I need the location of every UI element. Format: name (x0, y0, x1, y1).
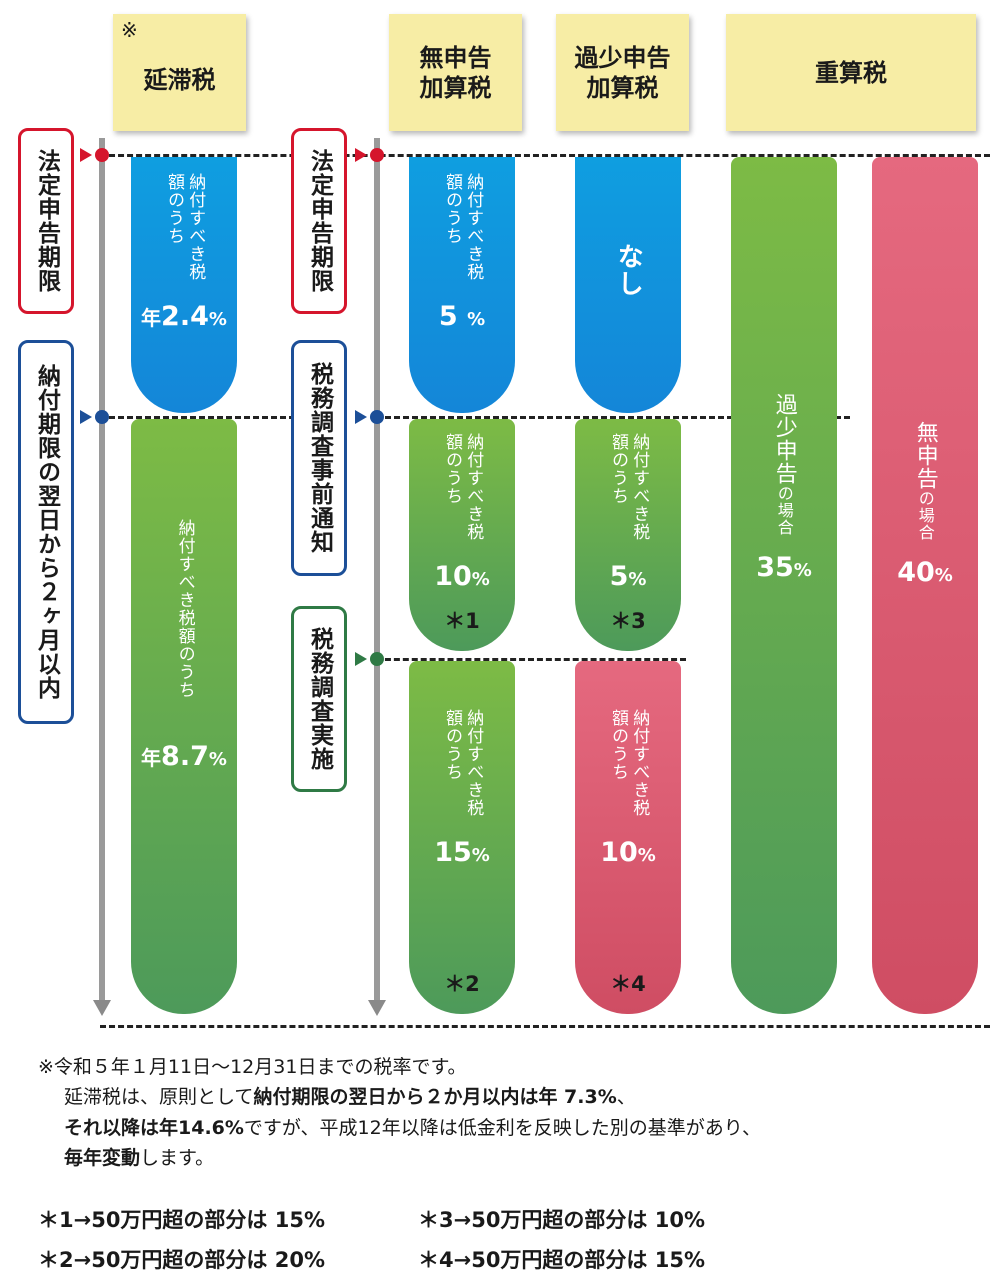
mushinkoku-1-text: 納付すべき税額のうち (442, 173, 484, 281)
entai-top-text: 納付すべき税額のうち (164, 173, 206, 281)
header-entai-label: 延滞税 (143, 65, 216, 94)
header-mushinkoku: 無申告 加算税 (389, 14, 522, 131)
right-notice-dot (370, 410, 384, 424)
deadline-dashed-line (100, 154, 990, 157)
jusan-mu-rate: 40% (897, 557, 953, 588)
notice-dashed-line-right (376, 416, 850, 419)
header-mushinkoku-line1: 無申告 (419, 43, 492, 72)
header-jusan: 重算税 (726, 14, 976, 131)
left-deadline-label: 法定申告期限 (18, 128, 74, 314)
footnote-line3: それ以降は年14.6%ですが、平成12年以降は低金利を反映した別の基準があり、 (64, 1116, 761, 1139)
kasho-2-note: ＊3 (610, 609, 646, 633)
right-deadline-dot (370, 148, 384, 162)
mushinkoku-bar-3: 納付すべき税額のうち 15% ＊2 (409, 661, 515, 1014)
footnote-line2: 延滞税は、原則として納付期限の翌日から２か月以内は年 7.3%、 (64, 1086, 636, 1109)
kasho-2-rate: 5% (609, 561, 647, 592)
right-investigation-label: 税務調査実施 (291, 606, 347, 792)
footnote-line1: ※令和５年１月11日～12月31日までの税率です。 (38, 1056, 467, 1078)
star-note-4: ＊4→50万円超の部分は 15% (418, 1248, 706, 1272)
entai-bar-after-2-months: 納付すべき税額のうち 年8.7% (131, 419, 237, 1014)
bottom-dashed-line (100, 1025, 990, 1028)
jusan-kasho-bar: 過少申告の場合 35% (731, 157, 837, 1014)
jusan-mu-text: 無申告の場合 (912, 421, 938, 541)
kasho-bar-1: なし (575, 157, 681, 413)
right-deadline-arrow (355, 148, 367, 162)
mushinkoku-1-rate: 5 % (438, 301, 486, 332)
left-timeline-axis (99, 138, 105, 1002)
entai-bar-within-2-months: 納付すべき税額のうち 年2.4% (131, 157, 237, 413)
header-kasho-line2: 加算税 (586, 73, 659, 102)
right-investigation-dot (370, 652, 384, 666)
right-investigation-arrow (355, 652, 367, 666)
mushinkoku-3-rate: 15% (434, 837, 490, 868)
star-note-1: ＊1→50万円超の部分は 15% (38, 1208, 326, 1232)
left-axis-arrowhead (93, 1000, 111, 1016)
kasho-1-text: なし (613, 243, 644, 297)
right-notice-arrow (355, 410, 367, 424)
header-jusan-label: 重算税 (815, 58, 887, 87)
left-payment-dot (95, 410, 109, 424)
kasho-2-text: 納付すべき税額のうち (608, 433, 650, 541)
mushinkoku-bar-1: 納付すべき税額のうち 5 % (409, 157, 515, 413)
investigation-dashed-line (376, 658, 686, 661)
kasho-3-rate: 10% (600, 837, 656, 868)
entai-top-rate: 年2.4% (141, 301, 227, 332)
right-axis-arrowhead (368, 1000, 386, 1016)
mushinkoku-2-rate: 10% (434, 561, 490, 592)
header-entai: ※ 延滞税 (113, 14, 246, 131)
left-deadline-arrow (80, 148, 92, 162)
mushinkoku-2-text: 納付すべき税額のうち (442, 433, 484, 541)
notice-dashed-line-left (100, 416, 295, 419)
jusan-kasho-rate: 35% (756, 552, 812, 583)
right-deadline-label: 法定申告期限 (291, 128, 347, 314)
entai-bottom-rate: 年8.7% (141, 741, 227, 772)
jusan-kasho-text: 過少申告の場合 (771, 393, 797, 536)
footnote: ※令和５年１月11日～12月31日までの税率です。 延滞税は、原則として納付期限… (38, 1052, 978, 1174)
mushinkoku-3-text: 納付すべき税額のうち (442, 709, 484, 817)
kasho-bar-3: 納付すべき税額のうち 10% ＊4 (575, 661, 681, 1014)
entai-bottom-text: 納付すべき税額のうち (174, 519, 195, 699)
mushinkoku-bar-2: 納付すべき税額のうち 10% ＊1 (409, 419, 515, 651)
kasho-3-note: ＊4 (610, 972, 646, 996)
asterisk-mark: ※ (121, 18, 138, 42)
mushinkoku-3-note: ＊2 (444, 972, 480, 996)
header-kasho-line1: 過少申告 (574, 43, 671, 72)
footnote-line4: 毎年変動します。 (64, 1147, 215, 1170)
right-timeline-axis (374, 138, 380, 1002)
left-payment-label: 納付期限の翌日から２ヶ月以内 (18, 340, 74, 724)
right-notice-label: 税務調査事前通知 (291, 340, 347, 576)
star-note-2: ＊2→50万円超の部分は 20% (38, 1248, 326, 1272)
left-payment-arrow (80, 410, 92, 424)
header-kasho: 過少申告 加算税 (556, 14, 689, 131)
jusan-mu-bar: 無申告の場合 40% (872, 157, 978, 1014)
kasho-3-text: 納付すべき税額のうち (608, 709, 650, 817)
star-note-3: ＊3→50万円超の部分は 10% (418, 1208, 706, 1232)
left-deadline-dot (95, 148, 109, 162)
header-mushinkoku-line2: 加算税 (419, 73, 492, 102)
mushinkoku-2-note: ＊1 (444, 609, 480, 633)
kasho-bar-2: 納付すべき税額のうち 5% ＊3 (575, 419, 681, 651)
